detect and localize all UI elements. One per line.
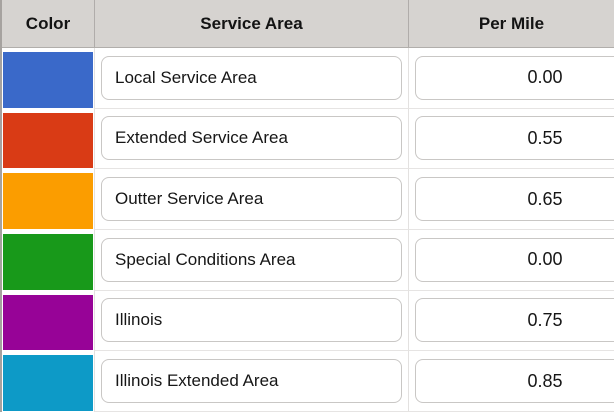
color-cell	[2, 108, 95, 170]
color-cell	[2, 48, 95, 109]
table-row	[2, 229, 614, 291]
per-mile-cell	[409, 351, 614, 412]
per-mile-input[interactable]	[415, 55, 614, 100]
color-cell	[2, 290, 95, 352]
per-mile-cell	[409, 48, 614, 109]
column-header-service-area: Service Area	[95, 0, 409, 47]
per-mile-cell	[409, 109, 614, 170]
service-area-input[interactable]	[101, 55, 402, 100]
table-row	[2, 48, 614, 109]
service-area-cell	[95, 229, 409, 291]
color-cell	[2, 351, 95, 412]
color-swatch[interactable]	[3, 112, 93, 169]
service-area-input[interactable]	[101, 177, 402, 222]
per-mile-cell	[409, 169, 614, 230]
per-mile-input[interactable]	[415, 237, 614, 282]
table-row	[2, 108, 614, 170]
color-cell	[2, 229, 95, 291]
per-mile-cell	[409, 230, 614, 291]
color-swatch[interactable]	[3, 294, 93, 351]
table-row	[2, 290, 614, 352]
service-area-cell	[95, 290, 409, 352]
color-swatch[interactable]	[3, 173, 93, 229]
per-mile-cell	[409, 291, 614, 352]
column-header-color: Color	[2, 0, 95, 47]
table-header: Color Service Area Per Mile	[2, 0, 614, 48]
service-area-cell	[95, 169, 409, 230]
table-row	[2, 351, 614, 412]
per-mile-input[interactable]	[415, 298, 614, 343]
color-swatch[interactable]	[3, 52, 93, 108]
color-cell	[2, 169, 95, 230]
service-area-cell	[95, 108, 409, 170]
color-swatch[interactable]	[3, 233, 93, 290]
column-header-per-mile: Per Mile	[478, 13, 545, 33]
per-mile-input[interactable]	[415, 116, 614, 161]
per-mile-input[interactable]	[415, 359, 614, 404]
color-swatch[interactable]	[3, 355, 93, 411]
per-mile-input[interactable]	[415, 177, 614, 222]
service-area-input[interactable]	[101, 298, 402, 343]
service-area-cell	[95, 351, 409, 412]
table-row	[2, 169, 614, 230]
service-area-input[interactable]	[101, 359, 402, 404]
service-area-input[interactable]	[101, 116, 402, 161]
service-area-input[interactable]	[101, 237, 402, 282]
service-area-cell	[95, 48, 409, 109]
